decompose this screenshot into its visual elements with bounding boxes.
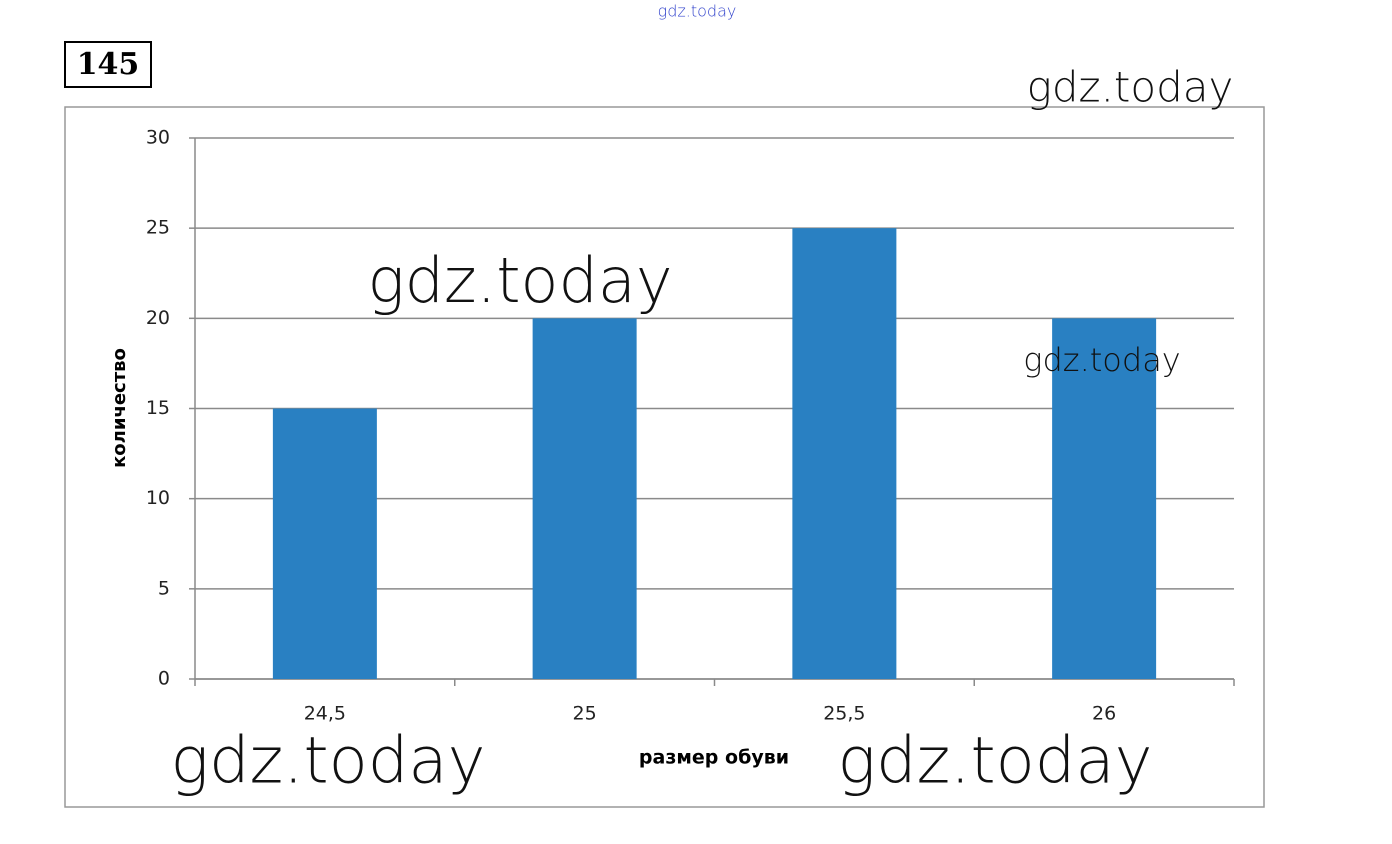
y-tick-label: 30 — [146, 127, 170, 149]
watermark: gdz.today — [838, 725, 1153, 799]
watermark: gdz.today — [171, 725, 486, 799]
x-tick-label: 25 — [573, 703, 597, 725]
x-tick-label: 24,5 — [304, 703, 346, 725]
bar — [272, 408, 377, 679]
x-tick-label: 26 — [1092, 703, 1116, 725]
y-tick-label: 5 — [158, 577, 170, 599]
chart-frame — [64, 106, 1265, 808]
problem-number: 145 — [77, 47, 140, 82]
y-tick-label: 10 — [146, 487, 170, 509]
y-axis-label: количество — [109, 348, 130, 468]
bar — [1052, 318, 1157, 679]
x-axis-label: размер обуви — [639, 747, 789, 769]
watermark: gdz.today — [1023, 341, 1180, 379]
bar — [792, 228, 897, 679]
watermark: gdz.today — [658, 2, 737, 21]
watermark: gdz.today — [367, 244, 672, 317]
problem-box — [64, 41, 152, 88]
y-tick-label: 15 — [146, 397, 170, 419]
x-tick-label: 25,5 — [823, 703, 865, 725]
y-tick-label: 0 — [158, 668, 170, 690]
y-tick-label: 20 — [146, 307, 170, 329]
bar — [532, 318, 637, 679]
y-tick-label: 25 — [146, 217, 170, 239]
watermark: gdz.today — [1027, 63, 1234, 112]
